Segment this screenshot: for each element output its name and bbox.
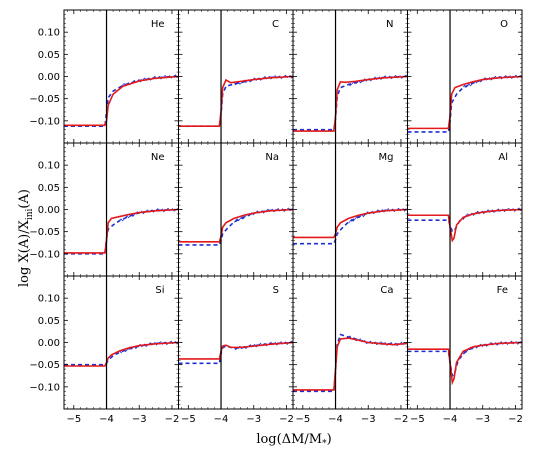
panel-si: Si −0.10 −0.05 0.00 0.05 0.10 −5 −4 −3 −2 <box>29 275 180 425</box>
panel-n: N <box>292 9 408 144</box>
y-tick-label: −0.05 <box>29 227 60 238</box>
panel-label-n: N <box>386 19 393 30</box>
y-tick-label: −0.10 <box>29 249 60 260</box>
panel-label-ca: Ca <box>380 285 393 296</box>
panel-mg: Mg <box>292 142 408 277</box>
y-axis-label: log X(A)/Xini(A) <box>17 189 35 287</box>
y-tick-label: 0.05 <box>38 183 60 194</box>
x-tick-label: −5 <box>295 414 310 425</box>
panel-c: C <box>178 9 294 144</box>
x-tick-label: −2 <box>508 414 523 425</box>
x-tick-label: −3 <box>132 414 147 425</box>
panel-he: He −0.10 −0.05 0.00 0.05 0.10 <box>29 9 179 144</box>
series-red-solid <box>178 341 294 360</box>
series-red-solid <box>293 337 408 391</box>
series-red-solid <box>293 75 408 132</box>
x-tick-label: −3 <box>246 414 261 425</box>
panel-label-o: O <box>500 19 508 30</box>
y-tick-label: −0.10 <box>29 382 60 393</box>
x-tick-label: −5 <box>410 414 425 425</box>
y-tick-label: 0.00 <box>38 205 60 216</box>
panel-label-c: C <box>272 19 279 30</box>
panel-ca: Ca −5 −4 −3 −2 <box>292 275 409 425</box>
panel-label-ne: Ne <box>151 152 165 163</box>
series-blue-dashed <box>407 75 523 133</box>
y-tick-label: 0.10 <box>38 28 60 39</box>
x-tick-label: −5 <box>66 414 81 425</box>
x-tick-label: −5 <box>181 414 196 425</box>
panel-al: Al <box>407 142 523 277</box>
y-tick-label: −0.10 <box>29 116 60 127</box>
x-tick-label: −4 <box>214 414 229 425</box>
panel-label-na: Na <box>265 152 279 163</box>
x-tick-label: −4 <box>328 414 343 425</box>
y-tick-label: 0.05 <box>38 316 60 327</box>
x-tick-label: −4 <box>99 414 114 425</box>
series-red-solid <box>64 341 179 367</box>
panel-label-mg: Mg <box>379 152 394 163</box>
series-red-solid <box>178 75 294 127</box>
series-blue-dashed <box>293 333 408 393</box>
y-tick-label: 0.10 <box>38 294 60 305</box>
panel-o: O <box>407 9 523 144</box>
series-blue-dashed <box>64 341 179 366</box>
y-tick-label: 0.10 <box>38 161 60 172</box>
panel-label-s: S <box>273 285 279 296</box>
series-red-solid <box>178 208 294 243</box>
x-tick-label: −2 <box>279 414 294 425</box>
x-tick-label: −2 <box>165 414 180 425</box>
series-blue-dashed <box>407 341 523 378</box>
series-blue-dashed <box>64 75 179 127</box>
panel-label-he: He <box>151 19 165 30</box>
x-tick-label: −4 <box>443 414 458 425</box>
axis-labels: log X(A)/Xini(A) log(ΔM/M*) <box>17 189 332 449</box>
series-blue-dashed <box>178 341 294 365</box>
series-blue-dashed <box>293 208 408 245</box>
panel-fe: Fe −5 −4 −3 −2 <box>407 275 523 425</box>
panel-label-si: Si <box>155 285 164 296</box>
series-red-solid <box>407 208 523 243</box>
panel-label-fe: Fe <box>497 285 508 296</box>
series-red-solid <box>293 208 408 239</box>
series-red-solid <box>407 75 523 130</box>
series-red-solid <box>407 341 523 386</box>
series-blue-dashed <box>178 75 294 127</box>
panels-group: He −0.10 −0.05 0.00 0.05 0.10 C N O Ne −0.10 −0.05 0… <box>29 9 523 425</box>
series-red-solid <box>64 208 179 254</box>
series-blue-dashed <box>293 75 408 131</box>
panel-s: S −5 −4 −3 −2 <box>178 275 294 425</box>
y-tick-label: 0.05 <box>38 50 60 61</box>
x-tick-label: −3 <box>475 414 490 425</box>
x-tick-label: −2 <box>394 414 409 425</box>
series-blue-dashed <box>407 208 523 234</box>
x-axis-label: log(ΔM/M*) <box>256 432 331 449</box>
panel-label-al: Al <box>498 152 508 163</box>
y-tick-label: 0.00 <box>38 72 60 83</box>
y-tick-label: 0.00 <box>38 338 60 349</box>
panel-ne: Ne −0.10 −0.05 0.00 0.05 0.10 <box>29 142 179 277</box>
y-tick-label: −0.05 <box>29 94 60 105</box>
x-tick-label: −3 <box>361 414 376 425</box>
y-tick-label: −0.05 <box>29 360 60 371</box>
series-red-solid <box>64 75 179 127</box>
series-blue-dashed <box>178 208 294 246</box>
panel-na: Na <box>178 142 294 277</box>
